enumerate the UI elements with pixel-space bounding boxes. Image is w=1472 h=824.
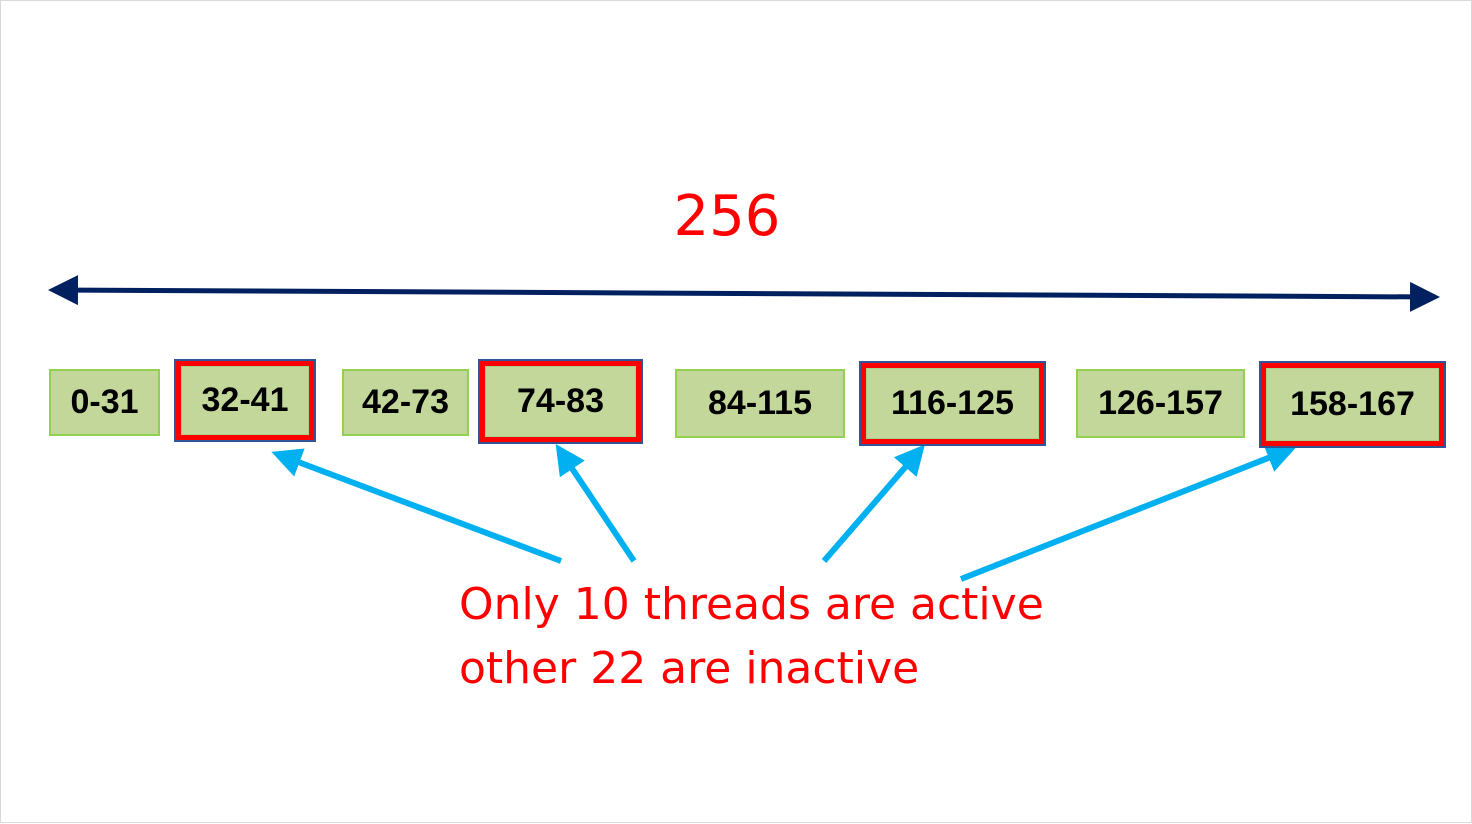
block-label: 32-41: [201, 381, 289, 419]
block-label: 74-83: [517, 382, 604, 420]
thread-block-84-115: 84-115: [675, 369, 845, 438]
thread-block-116-125: 116-125: [866, 368, 1039, 439]
active-block-frame-32-41: 32-41: [174, 359, 316, 442]
block-label: 0-31: [70, 383, 139, 421]
caption-line-2: other 22 are inactive: [459, 643, 920, 694]
pointer-arrow-3: [821, 444, 925, 563]
span-double-arrow: [48, 275, 1440, 312]
total-width-label: 256: [673, 184, 781, 249]
thread-block-32-41: 32-41: [181, 366, 309, 435]
block-label: 158-167: [1290, 385, 1415, 423]
pointer-arrow-2: [555, 444, 637, 563]
active-block-frame-158-167: 158-167: [1259, 361, 1446, 448]
active-threads-caption: Only 10 threads are active other 22 are …: [459, 573, 1044, 701]
thread-block-126-157: 126-157: [1076, 369, 1245, 438]
block-label: 126-157: [1098, 384, 1223, 422]
thread-block-0-31: 0-31: [49, 369, 160, 436]
thread-block-74-83: 74-83: [485, 366, 636, 437]
pointer-arrow-4: [959, 443, 1297, 582]
block-label: 42-73: [362, 383, 449, 421]
thread-block-158-167: 158-167: [1266, 368, 1439, 441]
active-block-frame-74-83: 74-83: [478, 359, 643, 444]
thread-block-42-73: 42-73: [342, 369, 469, 436]
active-block-frame-116-125: 116-125: [859, 361, 1046, 446]
block-label: 84-115: [708, 384, 812, 422]
pointer-arrow-1: [271, 448, 563, 564]
caption-line-1: Only 10 threads are active: [459, 579, 1044, 630]
block-label: 116-125: [891, 384, 1014, 422]
